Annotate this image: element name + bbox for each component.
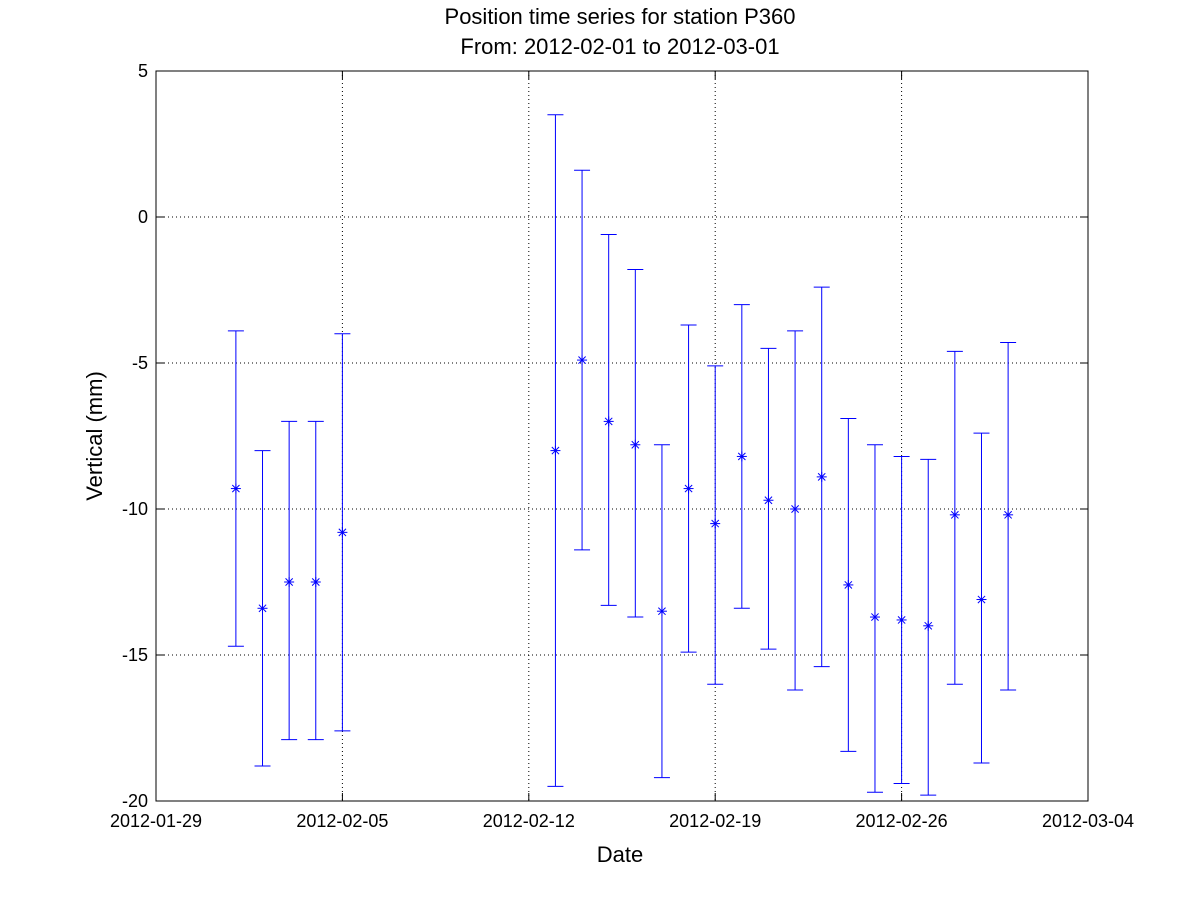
marker-stroke — [897, 616, 906, 624]
marker-stroke — [871, 613, 879, 621]
y-tick-labels: 5 0 -5 -10 -15 -20 — [122, 61, 148, 811]
data-point — [547, 114, 564, 787]
data-series — [227, 114, 1017, 796]
x-tick-labels: 2012-01-29 2012-02-05 2012-02-12 2012-02-19… — [110, 811, 1134, 831]
marker-stroke — [258, 604, 267, 613]
marker-stroke — [844, 580, 853, 589]
marker-stroke — [338, 528, 347, 537]
y-tick-label: -15 — [122, 645, 148, 665]
asterisk-marker — [630, 439, 641, 450]
asterisk-marker — [656, 606, 667, 617]
asterisk-marker — [736, 451, 747, 462]
asterisk-marker — [550, 445, 561, 456]
x-tick-label: 2012-02-12 — [483, 811, 575, 831]
marker-stroke — [817, 472, 826, 481]
data-point — [813, 286, 830, 668]
marker-stroke — [285, 578, 294, 586]
x-tick-label: 2012-01-29 — [110, 811, 202, 831]
marker-stroke — [924, 621, 933, 630]
asterisk-marker — [577, 355, 588, 366]
asterisk-marker — [923, 620, 934, 631]
data-point — [574, 169, 591, 551]
marker-stroke — [1004, 510, 1013, 519]
asterisk-marker — [763, 495, 774, 506]
x-tick-label: 2012-02-26 — [856, 811, 948, 831]
asterisk-marker — [843, 579, 854, 590]
marker-stroke — [604, 417, 613, 426]
y-tick-label: 5 — [138, 61, 148, 81]
data-point — [254, 450, 271, 767]
marker-stroke — [764, 496, 773, 505]
asterisk-marker — [257, 603, 268, 614]
data-point — [334, 333, 351, 732]
plot-area-frame — [155, 70, 1089, 802]
data-point — [893, 455, 910, 784]
data-point — [973, 432, 990, 764]
asterisk-marker — [869, 612, 880, 623]
marker-stroke — [977, 595, 986, 604]
marker-stroke — [231, 484, 240, 493]
asterisk-marker — [284, 577, 295, 587]
data-point — [227, 330, 244, 647]
y-tick-label: -10 — [122, 499, 148, 519]
marker-stroke — [551, 446, 560, 455]
y-tick-label: 0 — [138, 207, 148, 227]
asterisk-marker — [976, 594, 987, 605]
marker-stroke — [711, 519, 720, 528]
x-tick-label: 2012-03-04 — [1042, 811, 1134, 831]
data-point — [600, 234, 617, 606]
marker-stroke — [950, 510, 959, 519]
asterisk-marker — [683, 483, 694, 494]
marker-stroke — [578, 356, 587, 365]
data-point — [707, 365, 724, 685]
x-axis-label: Date — [597, 842, 643, 867]
marker-stroke — [657, 607, 666, 616]
asterisk-marker — [603, 416, 614, 427]
marker-stroke — [791, 505, 800, 513]
grid-lines — [156, 71, 1088, 801]
marker-stroke — [737, 452, 746, 461]
x-tick-label: 2012-02-05 — [296, 811, 388, 831]
asterisk-marker — [949, 509, 960, 520]
asterisk-marker — [230, 483, 241, 494]
marker-stroke — [631, 440, 640, 449]
chart-title: Position time series for station P360 — [444, 4, 796, 29]
data-point — [653, 444, 670, 779]
data-point — [1000, 342, 1017, 691]
asterisk-marker — [896, 614, 907, 625]
data-point — [840, 417, 857, 752]
marker-stroke — [684, 484, 693, 493]
marker-stroke — [311, 578, 320, 586]
data-point — [307, 420, 324, 741]
asterisk-marker — [1003, 509, 1014, 520]
asterisk-marker — [710, 518, 721, 529]
data-point — [920, 458, 937, 796]
asterisk-marker — [337, 527, 348, 538]
data-point — [760, 347, 777, 650]
data-point — [680, 324, 697, 653]
axis-ticks — [155, 70, 1089, 802]
y-tick-label: -5 — [132, 353, 148, 373]
data-point — [733, 304, 750, 609]
asterisk-marker — [310, 577, 321, 587]
data-point — [281, 420, 298, 741]
data-point — [787, 330, 804, 691]
x-tick-label: 2012-02-19 — [669, 811, 761, 831]
y-axis-label: Vertical (mm) — [82, 371, 107, 501]
data-point — [946, 350, 963, 685]
data-point — [627, 269, 644, 618]
y-tick-label: -20 — [122, 791, 148, 811]
chart-subtitle: From: 2012-02-01 to 2012-03-01 — [460, 34, 780, 59]
asterisk-marker — [790, 504, 801, 514]
asterisk-marker — [816, 471, 827, 482]
data-point — [866, 444, 883, 793]
